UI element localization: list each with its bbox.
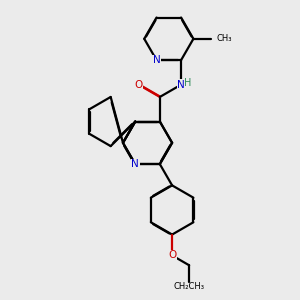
Text: N: N bbox=[131, 159, 139, 169]
Text: N: N bbox=[153, 55, 160, 65]
Text: CH₃: CH₃ bbox=[217, 34, 232, 43]
Text: H: H bbox=[184, 78, 192, 88]
Text: O: O bbox=[168, 250, 176, 260]
Text: O: O bbox=[134, 80, 143, 90]
Text: N: N bbox=[177, 80, 185, 90]
Text: CH₂CH₃: CH₂CH₃ bbox=[174, 282, 205, 291]
